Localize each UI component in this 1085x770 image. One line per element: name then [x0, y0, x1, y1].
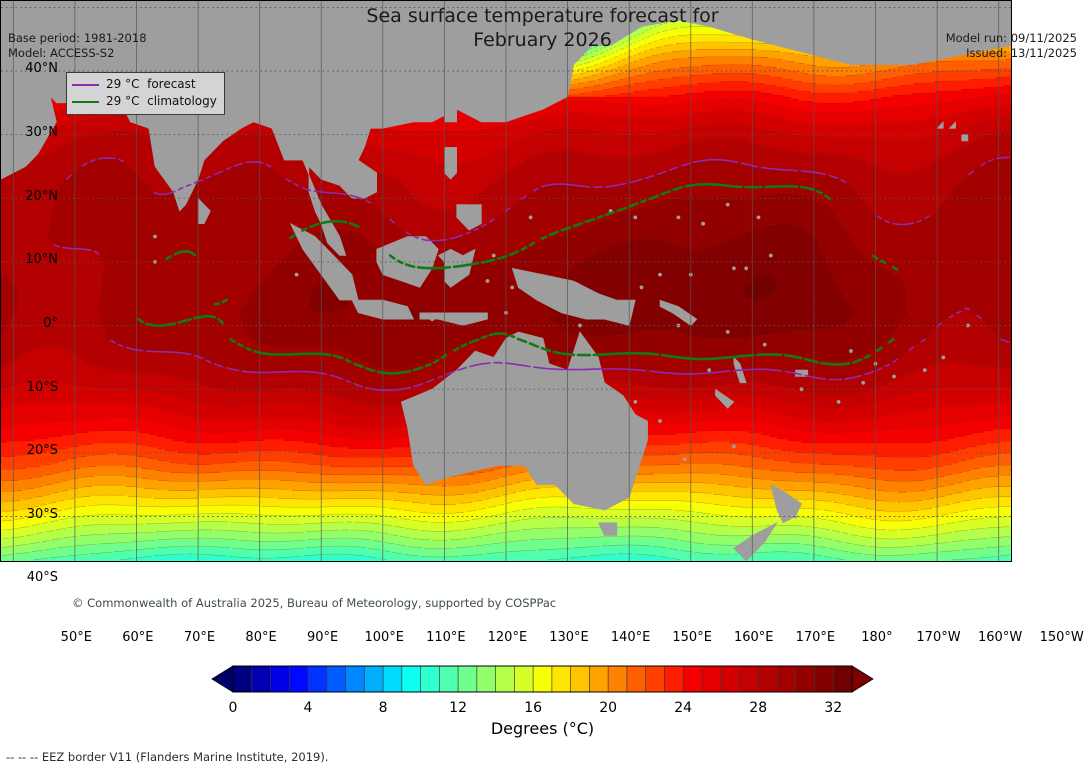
y-tick-label: 40°S: [26, 570, 58, 586]
base-period-text: Base period: 1981-2018: [8, 31, 147, 45]
x-tick-label: 140°E: [610, 630, 651, 645]
page-title: Sea surface temperature forecast for Feb…: [0, 4, 1085, 52]
colorbar-segment: [626, 665, 647, 693]
x-tick-label: 50°E: [60, 630, 92, 645]
colorbar-segment: [288, 665, 309, 693]
colorbar-tick-label: 0: [228, 700, 238, 716]
colorbar-segment: [382, 665, 403, 693]
colorbar-tick-label: 24: [674, 700, 693, 716]
metadata-right: Model run: 09/11/2025 Issued: 13/11/2025: [946, 31, 1077, 61]
land-polygons: [1, 1, 1011, 561]
x-tick-label: 120°E: [487, 630, 528, 645]
colorbar-tick-label: 4: [303, 700, 313, 716]
colorbar-segment: [363, 665, 384, 693]
issued-text: Issued: 13/11/2025: [966, 46, 1077, 60]
colorbar-segment: [326, 665, 347, 693]
colorbar-segment: [438, 665, 459, 693]
colorbar-segment: [457, 665, 478, 693]
colorbar-tick-label: 12: [449, 700, 467, 716]
x-tick-label: 160°E: [733, 630, 774, 645]
colorbar-segment: [401, 665, 422, 693]
colorbar-segment: [701, 665, 722, 693]
colorbar-segment: [589, 665, 609, 693]
colorbar-ticks: 0 4 8 12 16 20 24 28 32: [0, 700, 1085, 722]
legend-line-swatch: [72, 83, 99, 86]
colorbar-segment: [795, 665, 816, 693]
x-tick-label: 170°W: [916, 630, 961, 645]
colorbar-tick-label: 16: [524, 700, 543, 716]
colorbar-segment: [551, 665, 572, 693]
colorbar-segment: [645, 665, 666, 693]
colorbar-tick-label: 8: [378, 700, 388, 716]
legend-item-label: 29 °C forecast: [106, 77, 196, 91]
model-run-text: Model run: 09/11/2025: [945, 31, 1077, 45]
colorbar-segment: [776, 665, 797, 693]
x-tick-label: 90°E: [307, 630, 339, 645]
x-tick-label: 70°E: [183, 630, 216, 645]
colorbar-segment: [739, 665, 759, 693]
colorbar-segment: [532, 665, 553, 693]
colorbar-segment: [720, 665, 741, 693]
colorbar-segment: [814, 665, 834, 693]
legend-item: 29 °C climatology: [72, 93, 217, 110]
colorbar-segment: [232, 665, 253, 693]
x-tick-label: 80°E: [245, 630, 277, 645]
colorbar-segment: [251, 665, 272, 693]
colorbar-tick-label: 28: [749, 700, 768, 716]
colorbar-segment: [570, 665, 591, 693]
colorbar-frame: [232, 665, 853, 693]
legend-item-label: 29 °C climatology: [106, 94, 217, 108]
x-tick-label: 180°: [861, 630, 893, 645]
threshold-contours: [54, 156, 1010, 392]
sst-map-svg: [1, 1, 1011, 561]
colorbar-segment: [682, 665, 703, 693]
colorbar-segment: [832, 665, 853, 693]
x-tick-label: 150°E: [672, 630, 712, 645]
colorbar-segment: [664, 665, 684, 693]
colorbar: [0, 662, 1085, 710]
x-tick-label: 160°W: [978, 630, 1023, 645]
colorbar-svg: [211, 665, 874, 693]
contour-29c-climatology: [137, 182, 899, 375]
footer-note: -- -- -- EEZ border V11 (Flanders Marine…: [6, 750, 329, 764]
x-tick-label: 110°E: [426, 630, 466, 645]
metadata-left: Base period: 1981-2018 Model: ACCESS-S2: [8, 31, 147, 61]
title-line-1: Sea surface temperature forecast for: [366, 5, 719, 27]
x-tick-label: 100°E: [364, 630, 404, 645]
colorbar-segment: [307, 665, 328, 693]
colorbar-segment: [270, 665, 291, 693]
colorbar-segment: [514, 665, 534, 693]
x-tick-label: 150°W: [1039, 630, 1084, 645]
lat-lon-gridlines: [1, 1, 1011, 561]
contour-29c-forecast: [54, 156, 1010, 392]
x-tick-label: 170°E: [795, 630, 836, 645]
legend-line-swatch: [72, 100, 99, 103]
colorbar-segment: [495, 665, 516, 693]
contour-legend: 29 °C forecast 29 °C climatology: [66, 72, 225, 115]
sst-map-plot: [0, 0, 1012, 562]
legend-item: 29 °C forecast: [72, 76, 217, 93]
colorbar-segment: [345, 665, 366, 693]
x-tick-label: 60°E: [122, 630, 154, 645]
colorbar-tick-label: 32: [824, 700, 843, 716]
model-text: Model: ACCESS-S2: [8, 46, 115, 60]
x-tick-label: 130°E: [549, 630, 589, 645]
colorbar-over-arrow: [851, 665, 874, 693]
colorbar-under-arrow: [211, 665, 234, 693]
colorbar-segment: [757, 665, 778, 693]
colorbar-segment: [607, 665, 628, 693]
title-line-2: February 2026: [473, 29, 612, 51]
colorbar-segment: [420, 665, 441, 693]
colorbar-segment: [476, 665, 497, 693]
colorbar-tick-label: 20: [599, 700, 618, 716]
colorbar-label: Degrees (°C): [490, 719, 595, 738]
copyright-overlay: © Commonwealth of Australia 2025, Bureau…: [72, 596, 557, 610]
